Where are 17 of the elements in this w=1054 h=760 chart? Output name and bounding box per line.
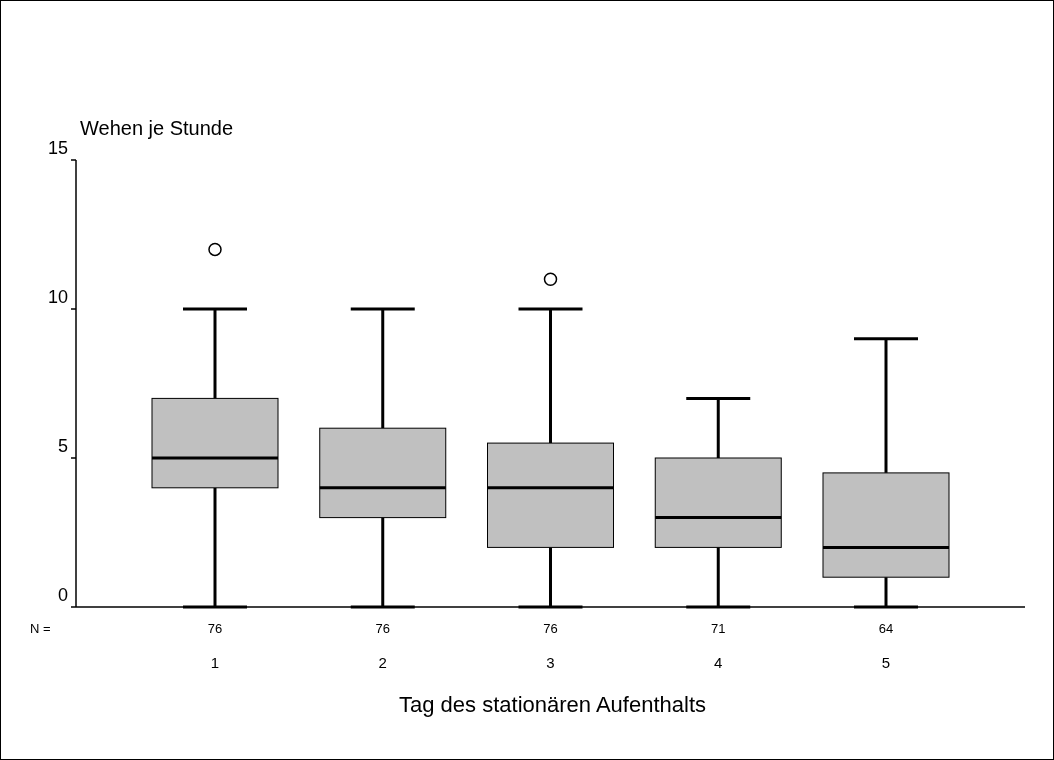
y-tick-label: 0 xyxy=(57,585,68,605)
y-tick-label: 15 xyxy=(47,138,68,158)
y-tick-label: 5 xyxy=(57,436,68,456)
text: 64 xyxy=(878,621,894,636)
x-tick-label: 4 xyxy=(714,654,723,671)
x-tick-label: 5 xyxy=(881,654,891,671)
text: N = xyxy=(30,621,51,636)
text: 76 xyxy=(375,621,390,636)
x-tick-label: 2 xyxy=(378,654,387,671)
x-axis-title: Tag des stationären Aufenthalts xyxy=(399,692,706,717)
text: 76 xyxy=(207,621,223,636)
text: 76 xyxy=(543,621,558,636)
text: 71 xyxy=(711,621,726,636)
x-tick-label: 3 xyxy=(546,654,555,671)
x-tick-label: 1 xyxy=(210,654,220,671)
y-axis-title: Wehen je Stunde xyxy=(80,117,234,139)
y-tick-label: 10 xyxy=(47,287,68,307)
